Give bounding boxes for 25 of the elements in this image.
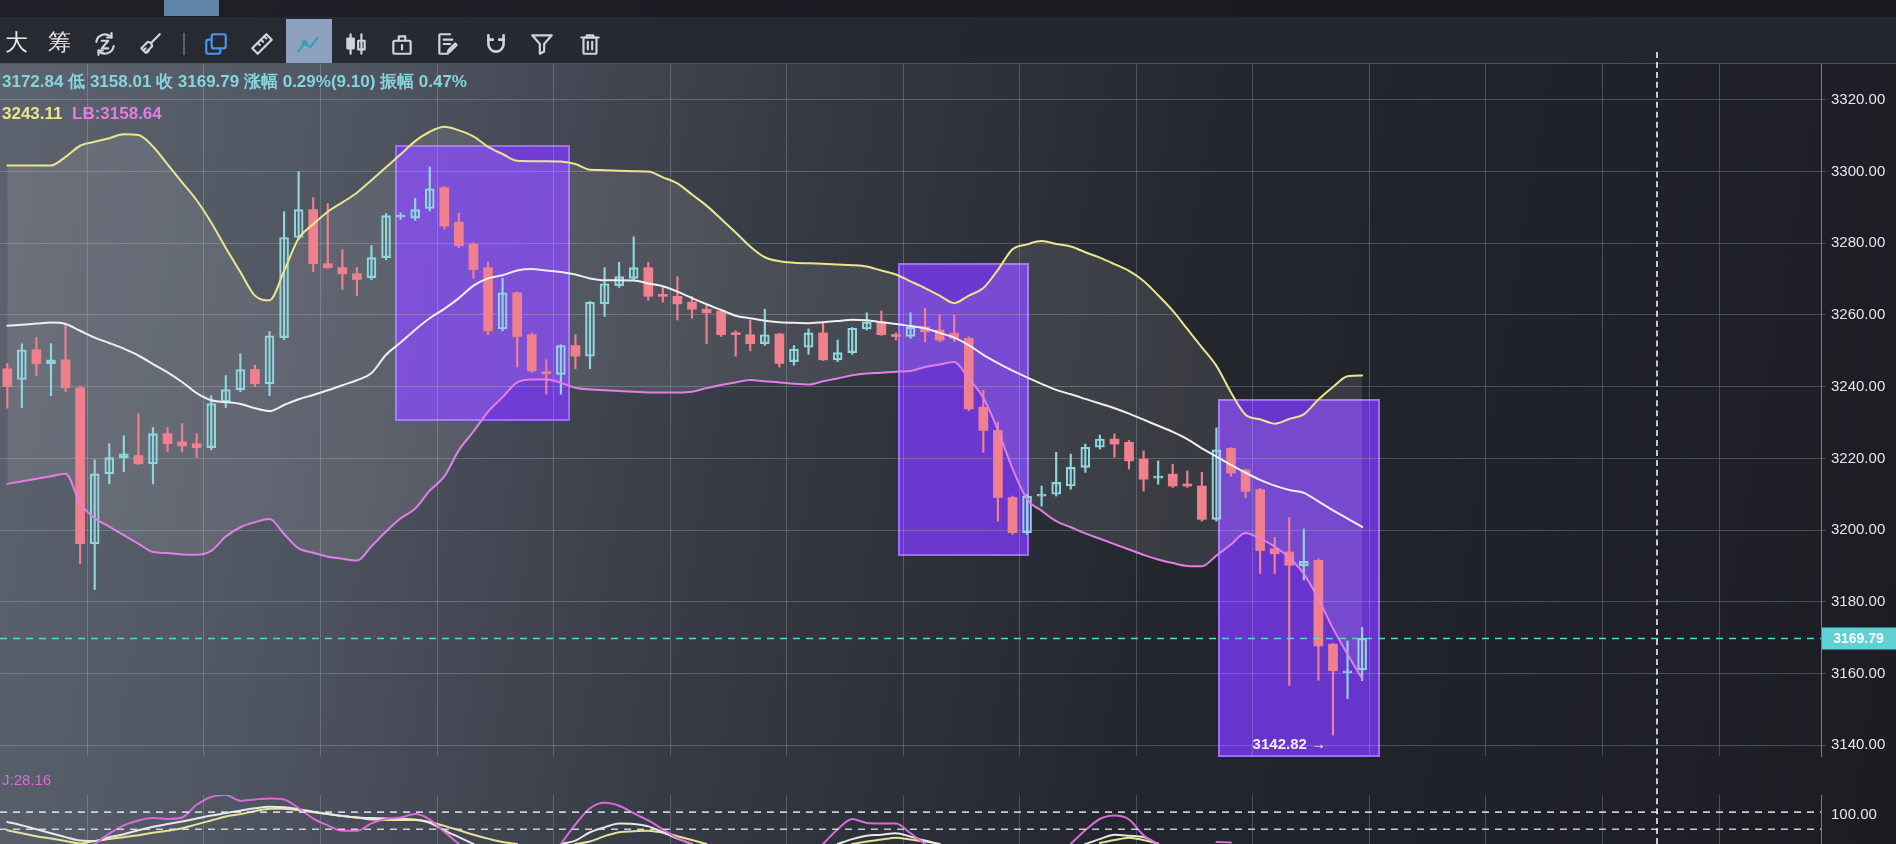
line-series	[6, 125, 1364, 425]
candlestick	[352, 267, 362, 296]
annotation: 3172.84 低 3158.01 收 3169.79 涨幅 0.29%(9.10) 振幅 0.47%	[2, 72, 467, 92]
y-tick-label: 3280.00	[1831, 233, 1886, 251]
y-tick-label: 3200.00	[1831, 520, 1886, 538]
y-tick-label: 3140.00	[1831, 735, 1886, 753]
y-tick-label: 3260.00	[1831, 305, 1886, 323]
candlestick	[322, 203, 333, 269]
y-tick-label: 3300.00	[1831, 161, 1886, 179]
text: J:28.16	[2, 770, 52, 790]
y-tick-label: 3160.00	[1831, 663, 1886, 681]
text: 100.00	[1831, 804, 1877, 824]
y-tick-label: 3320.00	[1831, 90, 1886, 107]
ref-line-label: 3169.79	[1833, 630, 1885, 647]
candlestick	[730, 330, 741, 357]
y-tick-label: 3240.00	[1831, 376, 1886, 394]
y-tick-label: 3220.00	[1831, 448, 1886, 466]
text: 大	[5, 28, 28, 56]
annotation: 3243.11	[2, 104, 63, 124]
line-series	[6, 268, 1364, 528]
annotation: 3142.82 →	[1251, 734, 1326, 754]
y-tick-label: 3180.00	[1831, 591, 1886, 609]
annotation: LB:3158.64	[72, 104, 162, 124]
line-series	[6, 360, 1364, 680]
text: 筹	[48, 28, 71, 56]
